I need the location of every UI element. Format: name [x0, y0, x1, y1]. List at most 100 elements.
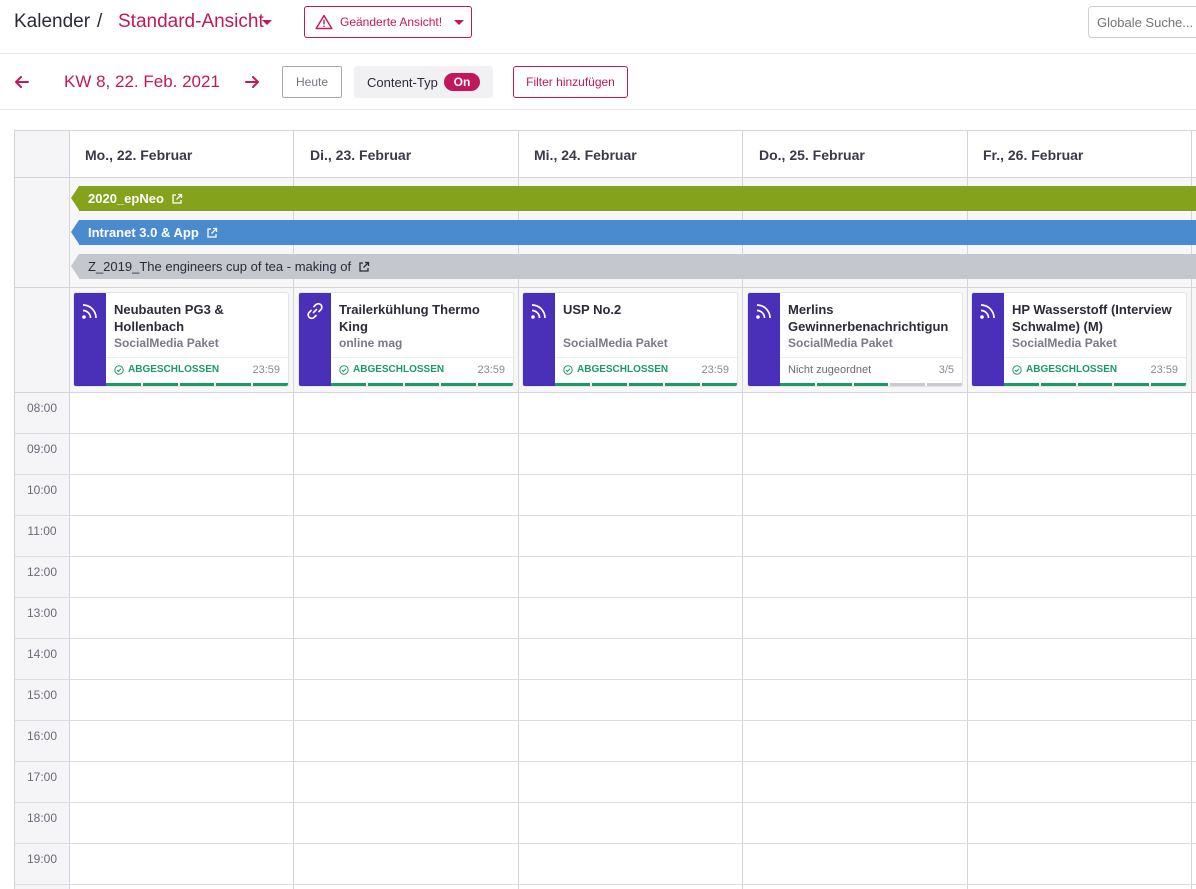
- hour-line: [15, 884, 1196, 885]
- week-calendar: Mo., 22. Februar Di., 23. Februar Mi., 2…: [14, 130, 1196, 889]
- global-search-input[interactable]: [1088, 6, 1196, 38]
- card-status: ABGESCHLOSSEN: [339, 364, 444, 375]
- hour-label: 17:00: [26, 770, 58, 784]
- column-divider: [1191, 131, 1192, 889]
- external-link-icon[interactable]: [206, 227, 218, 239]
- card-divider: [555, 357, 737, 358]
- row-divider: [15, 287, 1196, 288]
- view-selector[interactable]: Standard-Ansicht: [118, 11, 264, 32]
- allday-event-label: 2020_epNeo: [88, 191, 164, 206]
- card-divider: [106, 357, 288, 358]
- hour-label: 16:00: [26, 729, 58, 743]
- hour-label: 13:00: [26, 606, 58, 620]
- card-title: Trailerkühlung Thermo King: [339, 302, 480, 334]
- top-bar: [0, 0, 1196, 54]
- rss-icon: [82, 304, 97, 319]
- allday-event-label: Intranet 3.0 & App: [88, 225, 199, 240]
- card-title: USP No.2: [563, 302, 622, 317]
- hour-label: 14:00: [26, 647, 58, 661]
- allday-event-bar[interactable]: 2020_epNeo: [71, 186, 1196, 211]
- content-type-label: Content-Typ: [367, 74, 438, 90]
- card-status: Nicht zugeordnet: [788, 364, 871, 376]
- check-circle-icon: [563, 364, 573, 375]
- rss-icon: [756, 304, 771, 319]
- card-status-label: ABGESCHLOSSEN: [128, 364, 220, 375]
- hour-line: [15, 802, 1196, 803]
- chevron-down-icon[interactable]: [262, 20, 272, 25]
- hour-line: [15, 679, 1196, 680]
- hour-line: [15, 761, 1196, 762]
- hour-label: 10:00: [26, 483, 58, 497]
- week-label[interactable]: KW 8, 22. Feb. 2021: [64, 72, 220, 91]
- hour-line: [15, 433, 1196, 434]
- column-divider: [293, 131, 294, 889]
- hour-label: 09:00: [26, 442, 58, 456]
- content-card[interactable]: USP No.2 SocialMedia Paket ABGESCHLOSSEN…: [523, 293, 737, 386]
- hour-label: 11:00: [27, 524, 57, 538]
- column-divider: [518, 131, 519, 889]
- check-circle-icon: [114, 364, 124, 375]
- card-time: 23:59: [701, 364, 729, 376]
- arrow-right-icon[interactable]: [242, 72, 262, 92]
- day-header-tue[interactable]: Di., 23. Februar: [310, 147, 412, 163]
- arrow-left-icon[interactable]: [12, 72, 32, 92]
- card-title: Neubauten PG3 & Hollenbach: [114, 302, 224, 334]
- chevron-down-icon: [454, 19, 465, 25]
- rss-icon: [531, 304, 546, 319]
- card-status: ABGESCHLOSSEN: [1012, 364, 1117, 375]
- hour-label: 18:00: [26, 811, 58, 825]
- column-divider: [967, 131, 968, 889]
- external-link-icon[interactable]: [358, 261, 370, 273]
- card-type-stripe: [972, 293, 1004, 386]
- breadcrumb-separator: /: [97, 11, 103, 32]
- card-status: ABGESCHLOSSEN: [563, 364, 668, 375]
- card-status-label: ABGESCHLOSSEN: [353, 364, 445, 375]
- hour-line: [15, 474, 1196, 475]
- card-progress: [555, 383, 737, 386]
- content-card[interactable]: HP Wasserstoff (Interview Schwalme) (M) …: [972, 293, 1186, 386]
- card-subtitle: SocialMedia Paket: [788, 336, 893, 350]
- card-title: Merlins Gewinnerbenachrichtigun: [788, 302, 949, 334]
- card-type-stripe: [748, 293, 780, 386]
- card-step-count: 3/5: [938, 364, 954, 376]
- content-card[interactable]: Neubauten PG3 & Hollenbach SocialMedia P…: [74, 293, 288, 386]
- content-card[interactable]: Trailerkühlung Thermo King online mag AB…: [299, 293, 513, 386]
- changed-view-label: Geänderte Ansicht!: [340, 15, 443, 29]
- allday-event-label: Z_2019_The engineers cup of tea - making…: [88, 259, 352, 274]
- card-type-stripe: [74, 293, 106, 386]
- card-time: 23:59: [477, 364, 505, 376]
- today-button[interactable]: Heute: [282, 66, 342, 98]
- card-progress: [1004, 383, 1186, 386]
- card-type-stripe: [523, 293, 555, 386]
- allday-event-bar[interactable]: Intranet 3.0 & App: [71, 220, 1196, 245]
- link-icon: [307, 302, 323, 320]
- card-divider: [331, 357, 513, 358]
- warning-icon: [315, 14, 333, 30]
- card-status: ABGESCHLOSSEN: [114, 364, 219, 375]
- card-status-label: Nicht zugeordnet: [788, 364, 872, 376]
- add-filter-button[interactable]: Filter hinzufügen: [513, 66, 628, 98]
- card-subtitle: SocialMedia Paket: [1012, 336, 1117, 350]
- hour-line: [15, 720, 1196, 721]
- rss-icon: [980, 304, 995, 319]
- calendar-toolbar: [0, 54, 1196, 110]
- hour-label: 08:00: [26, 401, 58, 415]
- content-card[interactable]: Merlins Gewinnerbenachrichtigun SocialMe…: [748, 293, 962, 386]
- day-header-wed[interactable]: Mi., 24. Februar: [534, 147, 637, 163]
- breadcrumb-root[interactable]: Kalender: [14, 11, 91, 32]
- allday-event-bar[interactable]: Z_2019_The engineers cup of tea - making…: [71, 254, 1196, 279]
- card-progress: [780, 383, 962, 386]
- day-header-thu[interactable]: Do., 25. Februar: [759, 147, 865, 163]
- day-header-mon[interactable]: Mo., 22. Februar: [85, 147, 193, 163]
- day-header-fri[interactable]: Fr., 26. Februar: [983, 147, 1084, 163]
- hour-line: [15, 843, 1196, 844]
- changed-view-button[interactable]: Geänderte Ansicht!: [304, 6, 472, 38]
- external-link-icon[interactable]: [171, 193, 183, 205]
- card-status-label: ABGESCHLOSSEN: [577, 364, 669, 375]
- hour-line: [15, 556, 1196, 557]
- hour-line: [15, 638, 1196, 639]
- content-type-toggle[interactable]: On: [444, 73, 480, 91]
- hour-label: 12:00: [26, 565, 58, 579]
- card-subtitle: SocialMedia Paket: [114, 336, 219, 350]
- card-time: 23:59: [252, 364, 280, 376]
